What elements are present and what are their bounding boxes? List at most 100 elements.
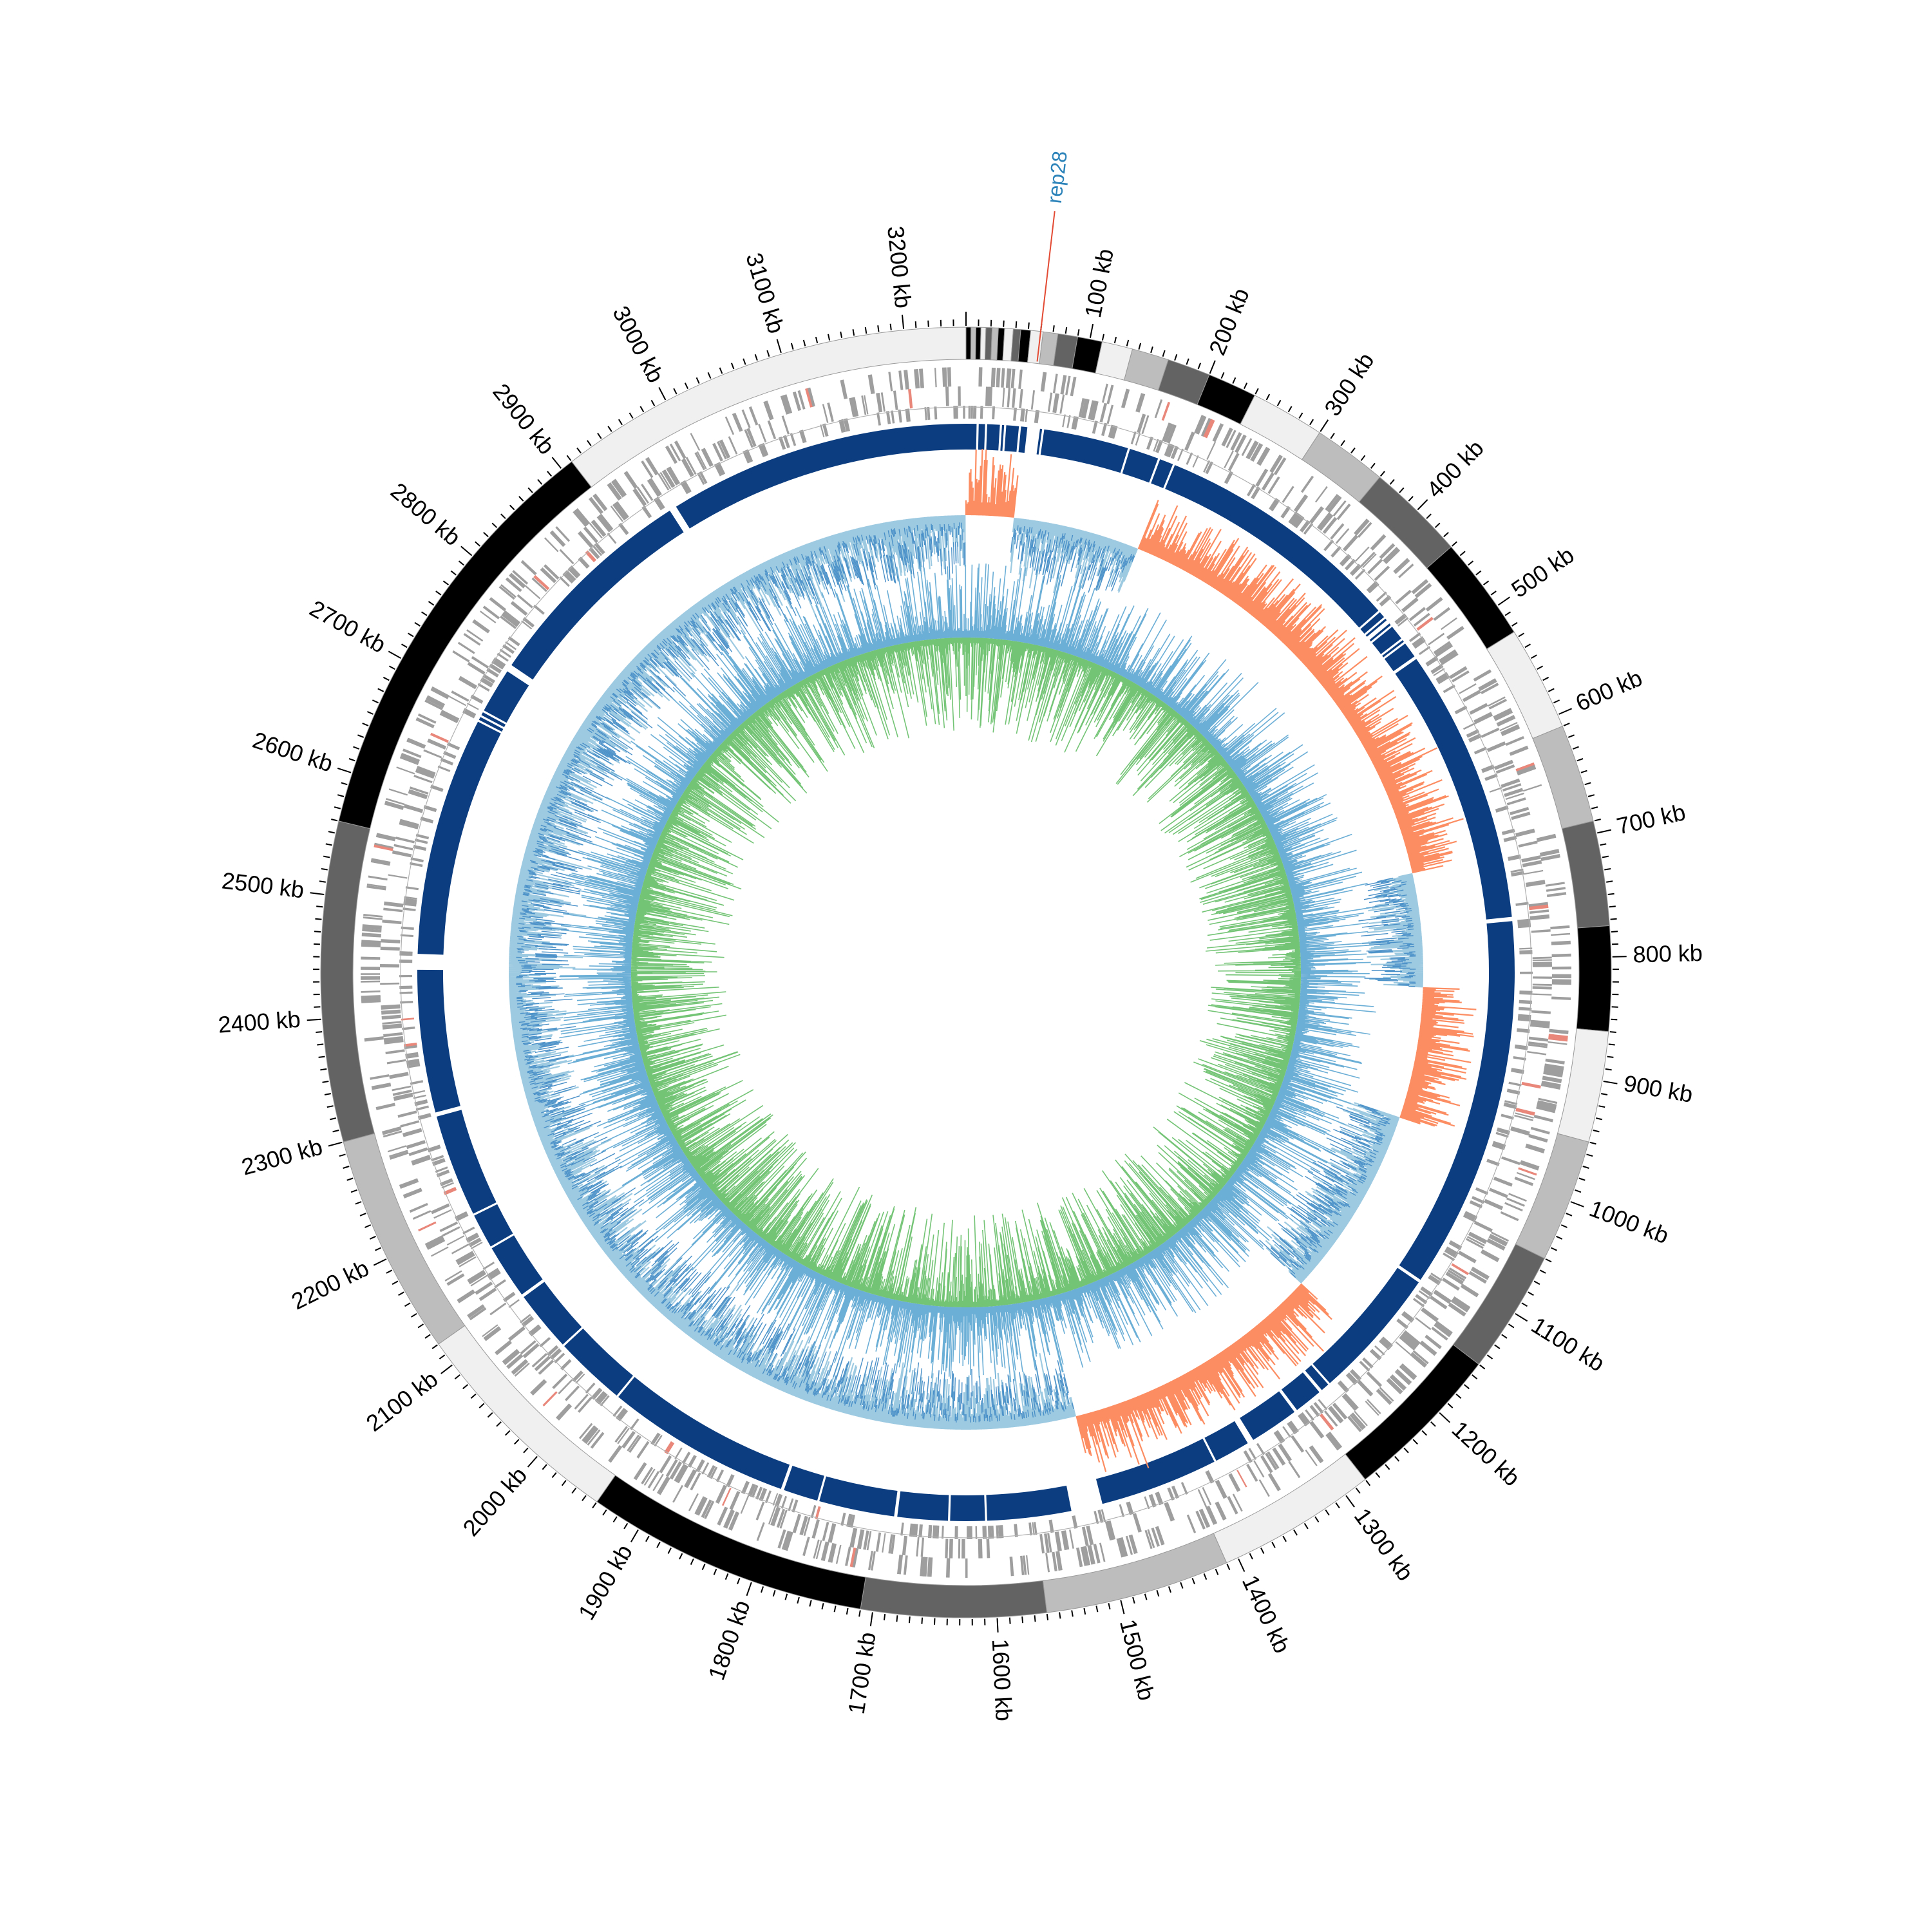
feature-block xyxy=(1501,1113,1514,1120)
feature-block xyxy=(386,798,405,806)
feature-block xyxy=(945,1539,949,1558)
feature-block xyxy=(612,1405,623,1417)
feature-block xyxy=(1148,1495,1155,1508)
feature-block xyxy=(1019,408,1025,422)
feature-block xyxy=(768,1506,777,1525)
coverage-segment xyxy=(1365,618,1387,637)
feature-block xyxy=(1408,607,1426,621)
tick-label: 500 kb xyxy=(1506,542,1578,603)
feature-block xyxy=(1267,476,1280,494)
tick-label: 2500 kb xyxy=(220,867,305,903)
feature-block xyxy=(520,560,537,576)
gc-content-ring xyxy=(556,563,1376,1383)
feature-block xyxy=(399,959,413,963)
feature-block xyxy=(1022,1555,1027,1575)
feature-block xyxy=(573,509,588,527)
feature-block xyxy=(364,1036,384,1042)
feature-block xyxy=(690,433,701,451)
feature-block xyxy=(820,424,825,438)
feature-block xyxy=(701,1462,710,1475)
feature-block xyxy=(1490,1231,1510,1242)
coverage-ring xyxy=(417,424,1515,1521)
feature-block xyxy=(1062,414,1066,428)
feature-block xyxy=(1186,1514,1197,1533)
feature-block xyxy=(767,420,777,440)
feature-block xyxy=(401,752,420,763)
feature-block xyxy=(1351,1412,1366,1429)
feature-block xyxy=(478,1287,497,1302)
feature-block xyxy=(399,975,413,978)
feature-block xyxy=(1341,1394,1357,1411)
feature-block xyxy=(370,858,391,866)
feature-block xyxy=(361,933,381,938)
feature-block xyxy=(1399,1365,1416,1381)
feature-block xyxy=(621,1430,636,1449)
feature-block xyxy=(424,699,443,710)
feature-block xyxy=(1551,981,1571,985)
feature-block xyxy=(1538,1097,1558,1104)
tick-label: 2800 kb xyxy=(386,477,466,551)
feature-block xyxy=(370,1074,390,1080)
feature-block xyxy=(1362,1357,1374,1368)
feature-block xyxy=(712,442,723,462)
feature-block xyxy=(840,419,846,433)
feature-block xyxy=(916,1537,920,1557)
feature-block xyxy=(1448,1267,1467,1280)
feature-block xyxy=(362,924,382,931)
coverage-segment xyxy=(474,1204,513,1247)
feature-block xyxy=(1496,1130,1510,1135)
feature-block xyxy=(589,547,600,560)
feature-block xyxy=(1463,1213,1477,1223)
feature-block xyxy=(415,1105,429,1111)
feature-block xyxy=(531,1380,547,1396)
coverage-segment xyxy=(819,1476,898,1517)
feature-block xyxy=(1499,721,1518,732)
feature-block xyxy=(1048,1519,1054,1533)
feature-block xyxy=(1492,1143,1506,1150)
feature-block xyxy=(820,1541,829,1562)
feature-block xyxy=(1495,805,1509,813)
feature-block xyxy=(399,755,419,765)
feature-block xyxy=(614,501,629,519)
feature-block xyxy=(489,597,507,612)
feature-block xyxy=(636,1441,650,1459)
feature-block xyxy=(1484,1198,1504,1211)
feature-block xyxy=(1518,840,1538,848)
feature-block xyxy=(1215,1501,1227,1521)
feature-block xyxy=(594,1390,607,1403)
feature-block xyxy=(1012,388,1016,408)
feature-block xyxy=(674,440,687,459)
feature-block xyxy=(934,406,938,420)
feature-block xyxy=(522,1343,540,1359)
feature-block xyxy=(1047,392,1053,412)
feature-block xyxy=(1267,1473,1282,1492)
feature-block xyxy=(1227,1495,1238,1515)
feature-block xyxy=(414,1099,428,1104)
feature-block xyxy=(596,1392,608,1405)
feature-block xyxy=(1081,398,1088,419)
feature-block xyxy=(407,1063,421,1068)
feature-block xyxy=(470,694,484,704)
feature-block xyxy=(650,1432,661,1446)
feature-block xyxy=(687,1455,697,1468)
feature-block xyxy=(777,1529,786,1549)
feature-block xyxy=(1530,1019,1550,1025)
feature-block xyxy=(1047,1533,1052,1553)
feature-block xyxy=(1177,448,1184,461)
feature-block xyxy=(1470,1266,1490,1280)
feature-block xyxy=(1510,868,1524,873)
feature-block xyxy=(1548,1036,1568,1042)
feature-block xyxy=(1544,1063,1564,1070)
feature-block xyxy=(1528,1036,1549,1042)
tick-label: 2200 kb xyxy=(287,1255,373,1315)
feature-block xyxy=(405,1054,419,1059)
feature-block xyxy=(408,1147,428,1157)
feature-block xyxy=(1416,616,1434,631)
tick-label: 900 kb xyxy=(1622,1070,1694,1108)
feature-block xyxy=(1503,835,1517,842)
feature-block xyxy=(482,1262,495,1271)
feature-block xyxy=(1019,388,1023,409)
feature-block xyxy=(656,497,665,509)
feature-block xyxy=(1397,617,1409,627)
feature-block xyxy=(647,1471,660,1489)
